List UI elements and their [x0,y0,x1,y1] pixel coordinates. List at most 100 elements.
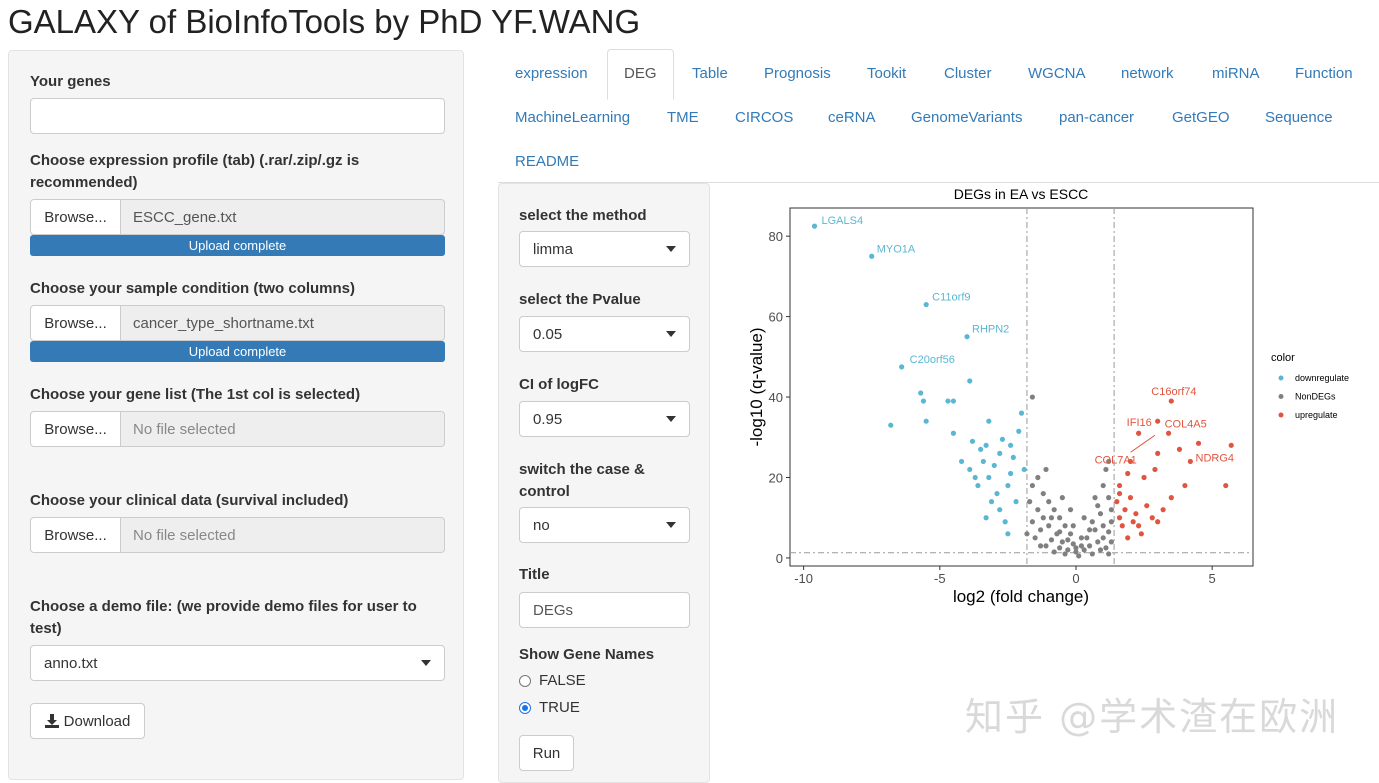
tab-getgeo[interactable]: GetGEO [1172,109,1230,126]
title-input[interactable]: DEGs [519,592,690,628]
point-nondegs [1057,515,1063,521]
radio-true-circle[interactable] [519,701,531,714]
tab-pan-cancer[interactable]: pan-cancer [1059,109,1135,126]
radio-false-circle[interactable] [519,674,531,687]
gene-label: C20orf56 [910,354,955,366]
tab-prognosis[interactable]: Prognosis [764,65,831,82]
point-upregulate [1114,499,1120,505]
chevron-down-icon [666,522,676,528]
tab-sequence[interactable]: Sequence [1265,109,1333,126]
point-nondegs [1078,543,1085,549]
pvalue-select[interactable]: 0.05 [519,316,690,352]
point-nondegs [1100,482,1106,489]
run-button[interactable]: Run [519,735,574,771]
point-nondegs [1081,547,1087,553]
point-nondegs [1070,523,1076,529]
download-button[interactable]: Download [30,703,145,739]
point-nondegs [1029,519,1035,525]
legend-item-downregulate: downregulate [1295,373,1349,383]
point-nondegs [1048,515,1055,521]
point-downregulate [1021,466,1027,473]
point-upregulate [1122,507,1128,513]
method-value: limma [533,240,573,258]
gene-list-browse-button[interactable]: Browse... [30,411,121,447]
volcano-plot: DEGs in EA vs ESCC LGALS4 MYO1A C11orf9 RHP… [747,186,1349,606]
x-tick-label: -5 [934,571,946,586]
condition-browse-button[interactable]: Browse... [30,305,121,341]
point-nondegs [1067,531,1074,537]
point-nondegs [1106,529,1112,535]
ci-logfc-label: CI of logFC [519,376,599,393]
point-downregulate [983,515,989,521]
tab-mirna[interactable]: miRNA [1212,65,1260,82]
point-upregulate [1165,430,1172,436]
point-nondegs [1103,545,1109,551]
tab-circos[interactable]: CIRCOS [735,109,794,126]
tab-tookit[interactable]: Tookit [867,65,907,82]
chevron-down-icon [421,660,431,666]
sample-condition-label: Choose your sample condition (two column… [30,280,356,297]
gene-label: IFI16 [1127,417,1152,429]
tab-genomevariants[interactable]: GenomeVariants [911,109,1023,126]
point-nondegs [1097,511,1104,517]
point-upregulate [1168,495,1174,501]
tab-cluster[interactable]: Cluster [944,65,992,82]
y-tick-label: 0 [776,551,783,566]
point-downregulate [1010,454,1016,460]
method-select[interactable]: limma [519,231,690,267]
clinical-file-input: Browse... No file selected [30,517,445,553]
expression-browse-button[interactable]: Browse... [30,199,121,235]
gene-label: MYO1A [877,243,916,255]
radio-true-label: TRUE [539,699,580,716]
radio-false[interactable]: FALSE [519,672,586,689]
point-nondegs [1092,527,1098,533]
chevron-down-icon [666,416,676,422]
point-nondegs [1027,499,1033,505]
ci-logfc-select[interactable]: 0.95 [519,401,690,437]
point-upregulate [1228,442,1234,448]
point-downregulate [1008,442,1014,448]
tab-readme[interactable]: README [515,153,580,170]
point-nondegs [1108,507,1114,513]
tab-function[interactable]: Function [1295,65,1353,82]
point-upregulate [1116,490,1123,497]
point-nondegs [1100,523,1106,529]
point-nondegs [1057,545,1063,551]
tab-deg[interactable]: DEG [607,49,674,100]
pvalue-label: select the Pvalue [519,291,641,308]
chevron-down-icon [666,246,676,252]
point-downregulate [994,490,1000,497]
switch-case-select[interactable]: no [519,507,690,543]
point-upregulate [1130,519,1136,525]
point-downregulate [811,223,818,229]
point-nondegs [1073,545,1079,551]
tab-table[interactable]: Table [692,65,728,82]
show-gene-names-label: Show Gene Names [519,646,655,663]
point-nondegs [1067,507,1074,513]
your-genes-input[interactable] [30,98,445,134]
gene-list-label: Choose your gene list (The 1st col is se… [30,386,361,403]
your-genes-label: Your genes [30,73,111,90]
clinical-browse-button[interactable]: Browse... [30,517,121,553]
tab-cerna[interactable]: ceRNA [828,109,876,126]
deg-controls-panel: select the method limma select the Pvalu… [498,183,710,783]
point-upregulate [1138,531,1144,537]
tab-expression[interactable]: expression [515,65,588,82]
tab-network[interactable]: network [1121,65,1174,82]
x-tick-label: -10 [794,571,813,586]
point-nondegs [1048,537,1055,543]
gene-label: LGALS4 [822,215,864,227]
clinical-file-name: No file selected [121,517,445,553]
tab-wgcna[interactable]: WGCNA [1028,65,1086,82]
gene-list-file-name: No file selected [121,411,445,447]
tab-tme[interactable]: TME [667,109,699,126]
point-nondegs [1106,495,1112,501]
tab-machinelearning[interactable]: MachineLearning [515,109,631,126]
pvalue-value: 0.05 [533,325,563,343]
demo-file-select[interactable]: anno.txt [30,645,445,681]
point-downregulate [986,418,992,424]
point-nondegs [1024,531,1030,537]
radio-true[interactable]: TRUE [519,699,580,716]
point-upregulate [1119,523,1125,529]
point-downregulate [920,398,927,404]
